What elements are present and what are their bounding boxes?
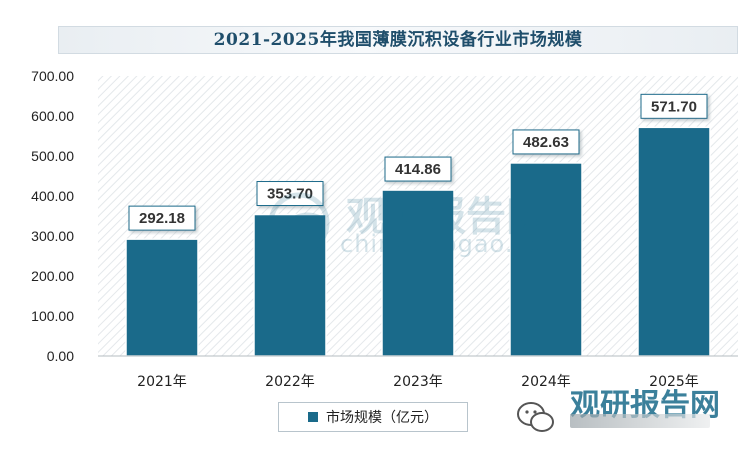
data-label: 292.18 (139, 210, 185, 227)
y-tick-label: 700.00 (31, 68, 74, 84)
data-label-box (640, 93, 708, 119)
title-band (58, 26, 738, 54)
data-label-box (256, 181, 324, 207)
legend-swatch (308, 412, 318, 422)
y-tick-label: 300.00 (31, 228, 74, 244)
data-label-box (384, 156, 452, 182)
y-tick-label: 400.00 (31, 188, 74, 204)
y-tick-label: 600.00 (31, 108, 74, 124)
x-tick-label: 2022年 (265, 374, 315, 390)
data-label: 482.63 (523, 134, 569, 151)
y-tick-label: 0.00 (47, 348, 74, 364)
wechat-icon (517, 402, 554, 432)
data-label: 353.70 (267, 186, 313, 203)
x-tick-label: 2024年 (521, 374, 571, 390)
account-handle-blur (570, 414, 710, 428)
x-tick-label: 2023年 (393, 374, 443, 390)
corner-watermark: 观研报告网 (510, 380, 740, 440)
y-tick-label: 200.00 (31, 268, 74, 284)
data-label-box (512, 129, 580, 155)
data-label: 571.70 (651, 98, 697, 115)
chart-title: 2021-2025年我国薄膜沉积设备行业市场规模 (213, 30, 583, 50)
bar (381, 189, 455, 357)
y-tick-label: 500.00 (31, 148, 74, 164)
bar (637, 126, 711, 357)
data-label: 414.86 (395, 161, 441, 178)
y-tick-label: 100.00 (31, 308, 74, 324)
bar (125, 238, 199, 357)
x-tick-label: 2025年 (649, 374, 699, 390)
x-tick-label: 2021年 (137, 374, 187, 390)
legend: 市场规模（亿元） (278, 402, 468, 432)
bar (253, 213, 327, 357)
bar (509, 162, 583, 357)
legend-label: 市场规模（亿元） (326, 410, 438, 426)
data-label-box (128, 205, 196, 231)
